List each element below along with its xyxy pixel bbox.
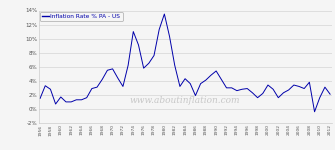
Text: www.aboutinflation.com: www.aboutinflation.com [130, 96, 240, 105]
Legend: Inflation Rate % PA - US: Inflation Rate % PA - US [40, 12, 123, 21]
